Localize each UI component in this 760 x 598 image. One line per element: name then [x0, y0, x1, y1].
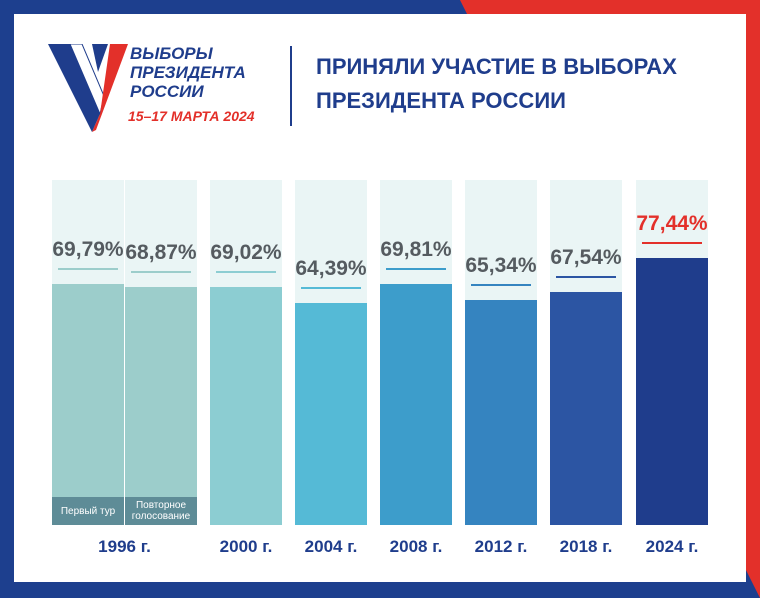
x-tick-label: 2008 г. [389, 537, 443, 556]
label-underline [642, 241, 702, 244]
logo-date: 15–17 МАРТА 2024 [128, 108, 255, 124]
bar [465, 299, 537, 525]
bar-note: Повторное голосование [125, 497, 197, 525]
value-label: 67,54% [550, 245, 622, 269]
chart-title: ПРИНЯЛИ УЧАСТИЕ В ВЫБОРАХ ПРЕЗИДЕНТА РОС… [316, 54, 677, 113]
label-underline [58, 268, 118, 271]
x-tick-label: 2018 г. [559, 537, 613, 556]
bar [636, 257, 708, 525]
x-tick-label: 2004 г. [304, 537, 358, 556]
x-tick-label: 2012 г. [474, 537, 528, 556]
label-underline [386, 268, 446, 271]
value-label: 69,81% [380, 238, 452, 262]
bar [210, 286, 282, 525]
bar [380, 284, 452, 525]
divider [290, 46, 292, 126]
value-label: 69,79% [52, 238, 124, 262]
label-underline [216, 270, 276, 273]
x-tick-label: 2000 г. [219, 537, 273, 556]
logo-mark [48, 44, 128, 132]
bar [295, 302, 367, 525]
label-underline [131, 271, 191, 274]
x-tick-label: 2024 г. [645, 537, 699, 556]
label-underline [301, 286, 361, 289]
logo-line: ПРЕЗИДЕНТА [130, 63, 246, 82]
logo-line: ВЫБОРЫ [130, 44, 213, 63]
logo-text: ВЫБОРЫ ПРЕЗИДЕНТА РОССИИ [130, 44, 246, 101]
bar [125, 287, 197, 525]
label-underline [471, 283, 531, 286]
bar [550, 291, 622, 525]
value-label: 68,87% [125, 241, 197, 265]
label-underline [556, 275, 616, 278]
x-group-label: 1996 г. [98, 537, 151, 556]
value-label: 77,44% [636, 211, 708, 235]
bar-note: Первый тур [52, 497, 124, 525]
logo-line: РОССИИ [130, 82, 204, 101]
value-label: 64,39% [295, 256, 367, 280]
bar [52, 284, 124, 525]
value-label: 69,02% [210, 240, 282, 264]
value-label: 65,34% [465, 253, 537, 277]
